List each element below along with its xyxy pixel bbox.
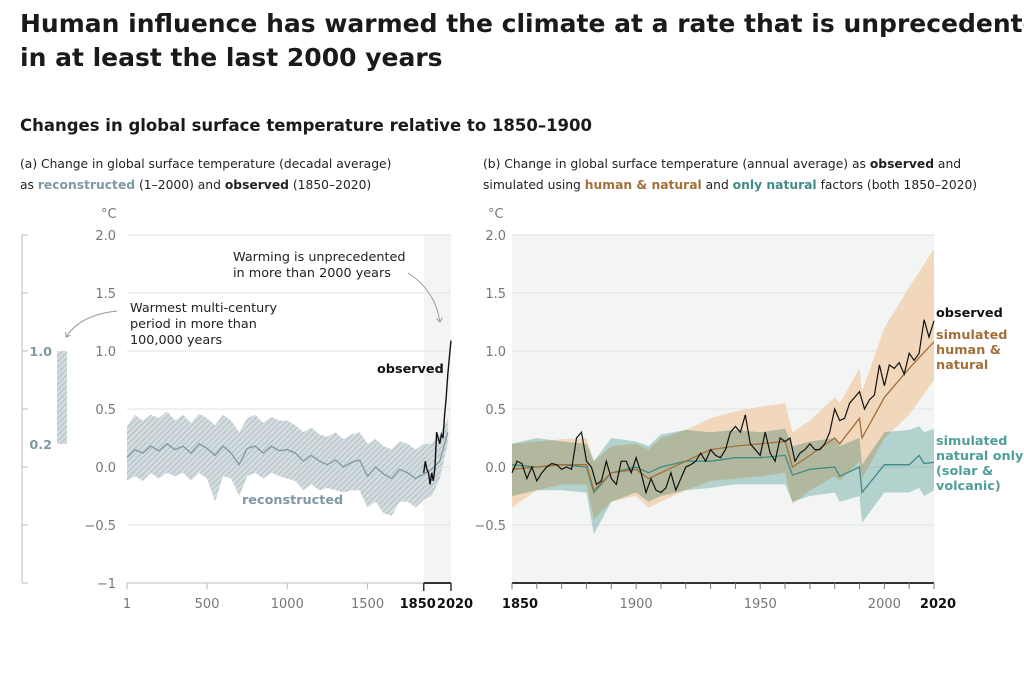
- label-reconstructed: reconstructed: [242, 493, 343, 508]
- y-tick-label: 2.0: [485, 229, 506, 244]
- panel-b-caption-line-1: (b) Change in global surface temperature…: [483, 157, 961, 171]
- panel-b-unit: °C: [488, 207, 504, 222]
- x-tick-label-bold: 2020: [920, 597, 956, 612]
- warmest-period-range-bar: [57, 351, 67, 444]
- x-tick-label: 1900: [620, 597, 653, 612]
- annotation-arrow-unprecedented: [407, 272, 440, 322]
- y-tick-label: 1.0: [485, 345, 506, 360]
- panel-a-unit: °C: [101, 207, 117, 222]
- panel-b-caption-line-2: simulated using human & natural and only…: [483, 178, 977, 192]
- y-tick-label: 2.0: [95, 229, 116, 244]
- natural-only-line: [511, 454, 935, 495]
- human-natural-line: [511, 341, 935, 492]
- title-line-1: Human influence has warmed the climate a…: [20, 9, 1024, 38]
- y-tick-label: 0.0: [485, 461, 506, 476]
- observed-line: [423, 340, 452, 485]
- panel-a-caption-line-2: as reconstructed (1–2000) and observed (…: [20, 178, 371, 192]
- annotation-unprecedented-1: Warming is unprecedented: [233, 250, 406, 265]
- subtitle: Changes in global surface temperature re…: [20, 116, 592, 135]
- panel-a-chart: 2.01.51.00.50.0−0.5−11.00.21 500 1000 1500 1…: [21, 229, 473, 612]
- y-tick-label: 0.5: [485, 403, 506, 418]
- observed-line: [511, 319, 935, 495]
- label-human-natural-1: simulated: [936, 328, 1007, 343]
- x-tick-label: 1000: [271, 597, 304, 612]
- y-tick-label: 1.5: [485, 287, 506, 302]
- reconstructed-band: [127, 411, 448, 516]
- label-natural-only-1: simulated: [936, 434, 1007, 449]
- y-tick-label: −0.5: [474, 519, 506, 534]
- label-observed-a: observed: [377, 362, 444, 377]
- x-tick-label: 500: [195, 597, 220, 612]
- label-natural-only-4: volcanic): [936, 479, 1001, 494]
- annotation-warmest-2: period in more than: [130, 317, 257, 332]
- natural-only-band: [512, 426, 934, 535]
- annotation-arrow-warmest: [66, 310, 118, 337]
- annotation-warmest-3: 100,000 years: [130, 333, 223, 348]
- annotation-unprecedented-2: in more than 2000 years: [233, 266, 391, 281]
- title-line-2: in at least the last 2000 years: [20, 43, 443, 72]
- x-tick-label: 1: [123, 597, 131, 612]
- label-natural-only-2: natural only: [936, 449, 1024, 464]
- x-tick-label-bold: 2020: [437, 597, 473, 612]
- y-tick-label: 0.0: [95, 461, 116, 476]
- x-tick-label: 1500: [351, 597, 384, 612]
- x-tick-label: 1950: [744, 597, 777, 612]
- reconstructed-line: [126, 432, 449, 480]
- label-human-natural-3: natural: [936, 358, 988, 373]
- y-tick-label: −0.5: [84, 519, 116, 534]
- y-tick-label: 0.5: [95, 403, 116, 418]
- y-tick-label: 1.0: [95, 345, 116, 360]
- y-tick-label: −1: [97, 577, 116, 592]
- x-tick-label-bold: 1850: [502, 597, 538, 612]
- label-observed-b: observed: [936, 306, 1003, 321]
- panel-a-caption-line-1: (a) Change in global surface temperature…: [20, 157, 391, 171]
- side-range-low-label: 0.2: [29, 438, 52, 453]
- panel-b-chart: 2.0 1.5 1.0 0.5 0.0 −0.5 1900 1950 2000 1850 2020: [474, 229, 956, 612]
- annotation-warmest-1: Warmest multi-century: [130, 301, 278, 316]
- y-tick-label: 1.5: [95, 287, 116, 302]
- x-tick-label: 2000: [868, 597, 901, 612]
- x-tick-label-bold: 1850: [400, 597, 436, 612]
- label-human-natural-2: human &: [936, 343, 1001, 358]
- label-natural-only-3: (solar &: [936, 464, 993, 479]
- side-range-high-label: 1.0: [29, 345, 52, 360]
